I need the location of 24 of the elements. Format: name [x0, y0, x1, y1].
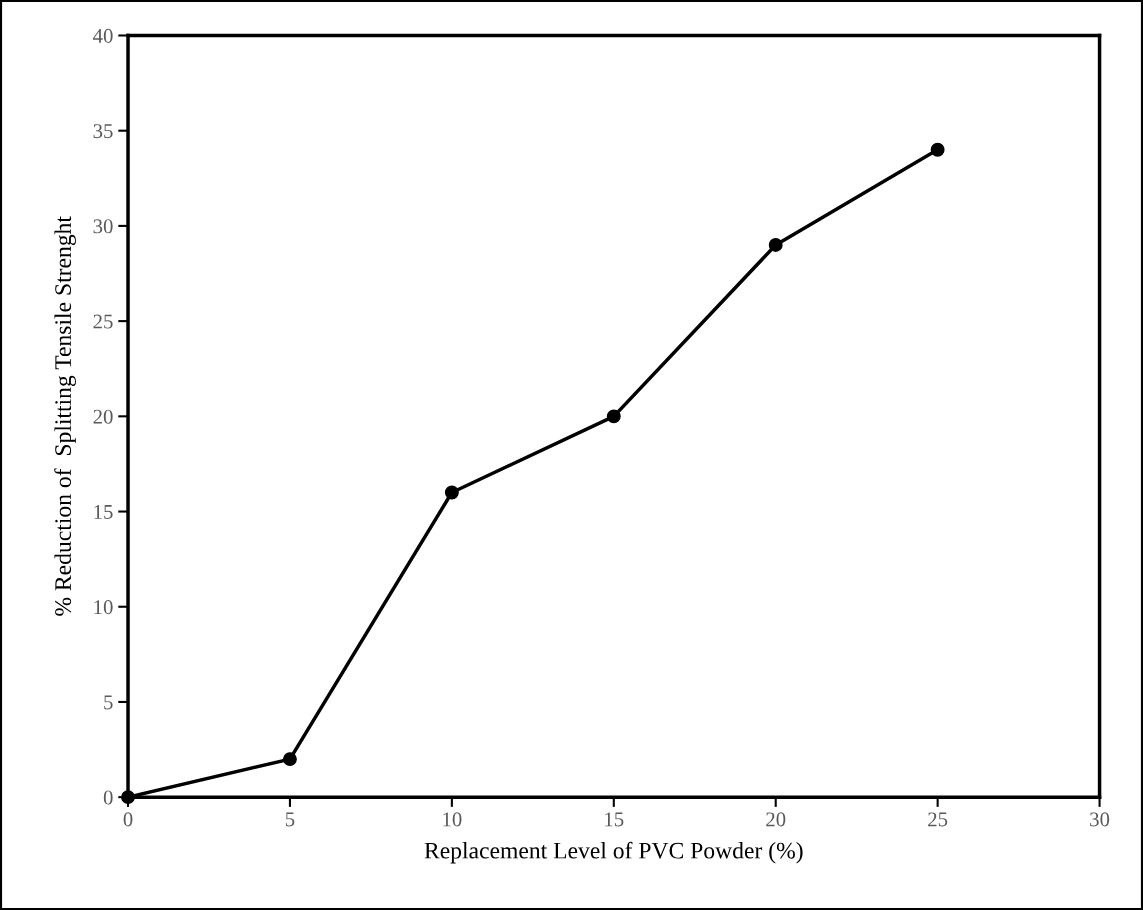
x-tick-label: 0 [123, 812, 133, 827]
y-tick-label: 25 [93, 314, 113, 329]
point [930, 142, 945, 157]
point [768, 238, 783, 252]
y-axis-title: % Reduction of Splitting Tensile Strenght [54, 216, 76, 616]
point [606, 409, 621, 424]
x-tick-label: 25 [928, 812, 948, 827]
y-tick-label: 15 [94, 505, 113, 519]
x-tick-label: 20 [766, 812, 786, 827]
y-tick-label: 0 [103, 790, 113, 805]
x-tick-label: 10 [443, 812, 462, 827]
x-tick-label: 30 [1090, 812, 1110, 827]
point [282, 752, 297, 767]
y-tick-label: 5 [104, 695, 113, 710]
x-tick-label: 5 [285, 812, 295, 827]
y-tick-label: 10 [94, 600, 113, 615]
y-tick-label: 30 [93, 219, 113, 234]
point [444, 485, 459, 500]
y-tick-label: 20 [93, 409, 113, 424]
y-tick-label: 40 [93, 28, 113, 43]
point [121, 790, 135, 805]
x-tick-label: 15 [605, 812, 624, 827]
x-axis-title: Replacement Level of PVC Powder (%) [424, 841, 803, 864]
y-tick-label: 35 [93, 124, 113, 139]
